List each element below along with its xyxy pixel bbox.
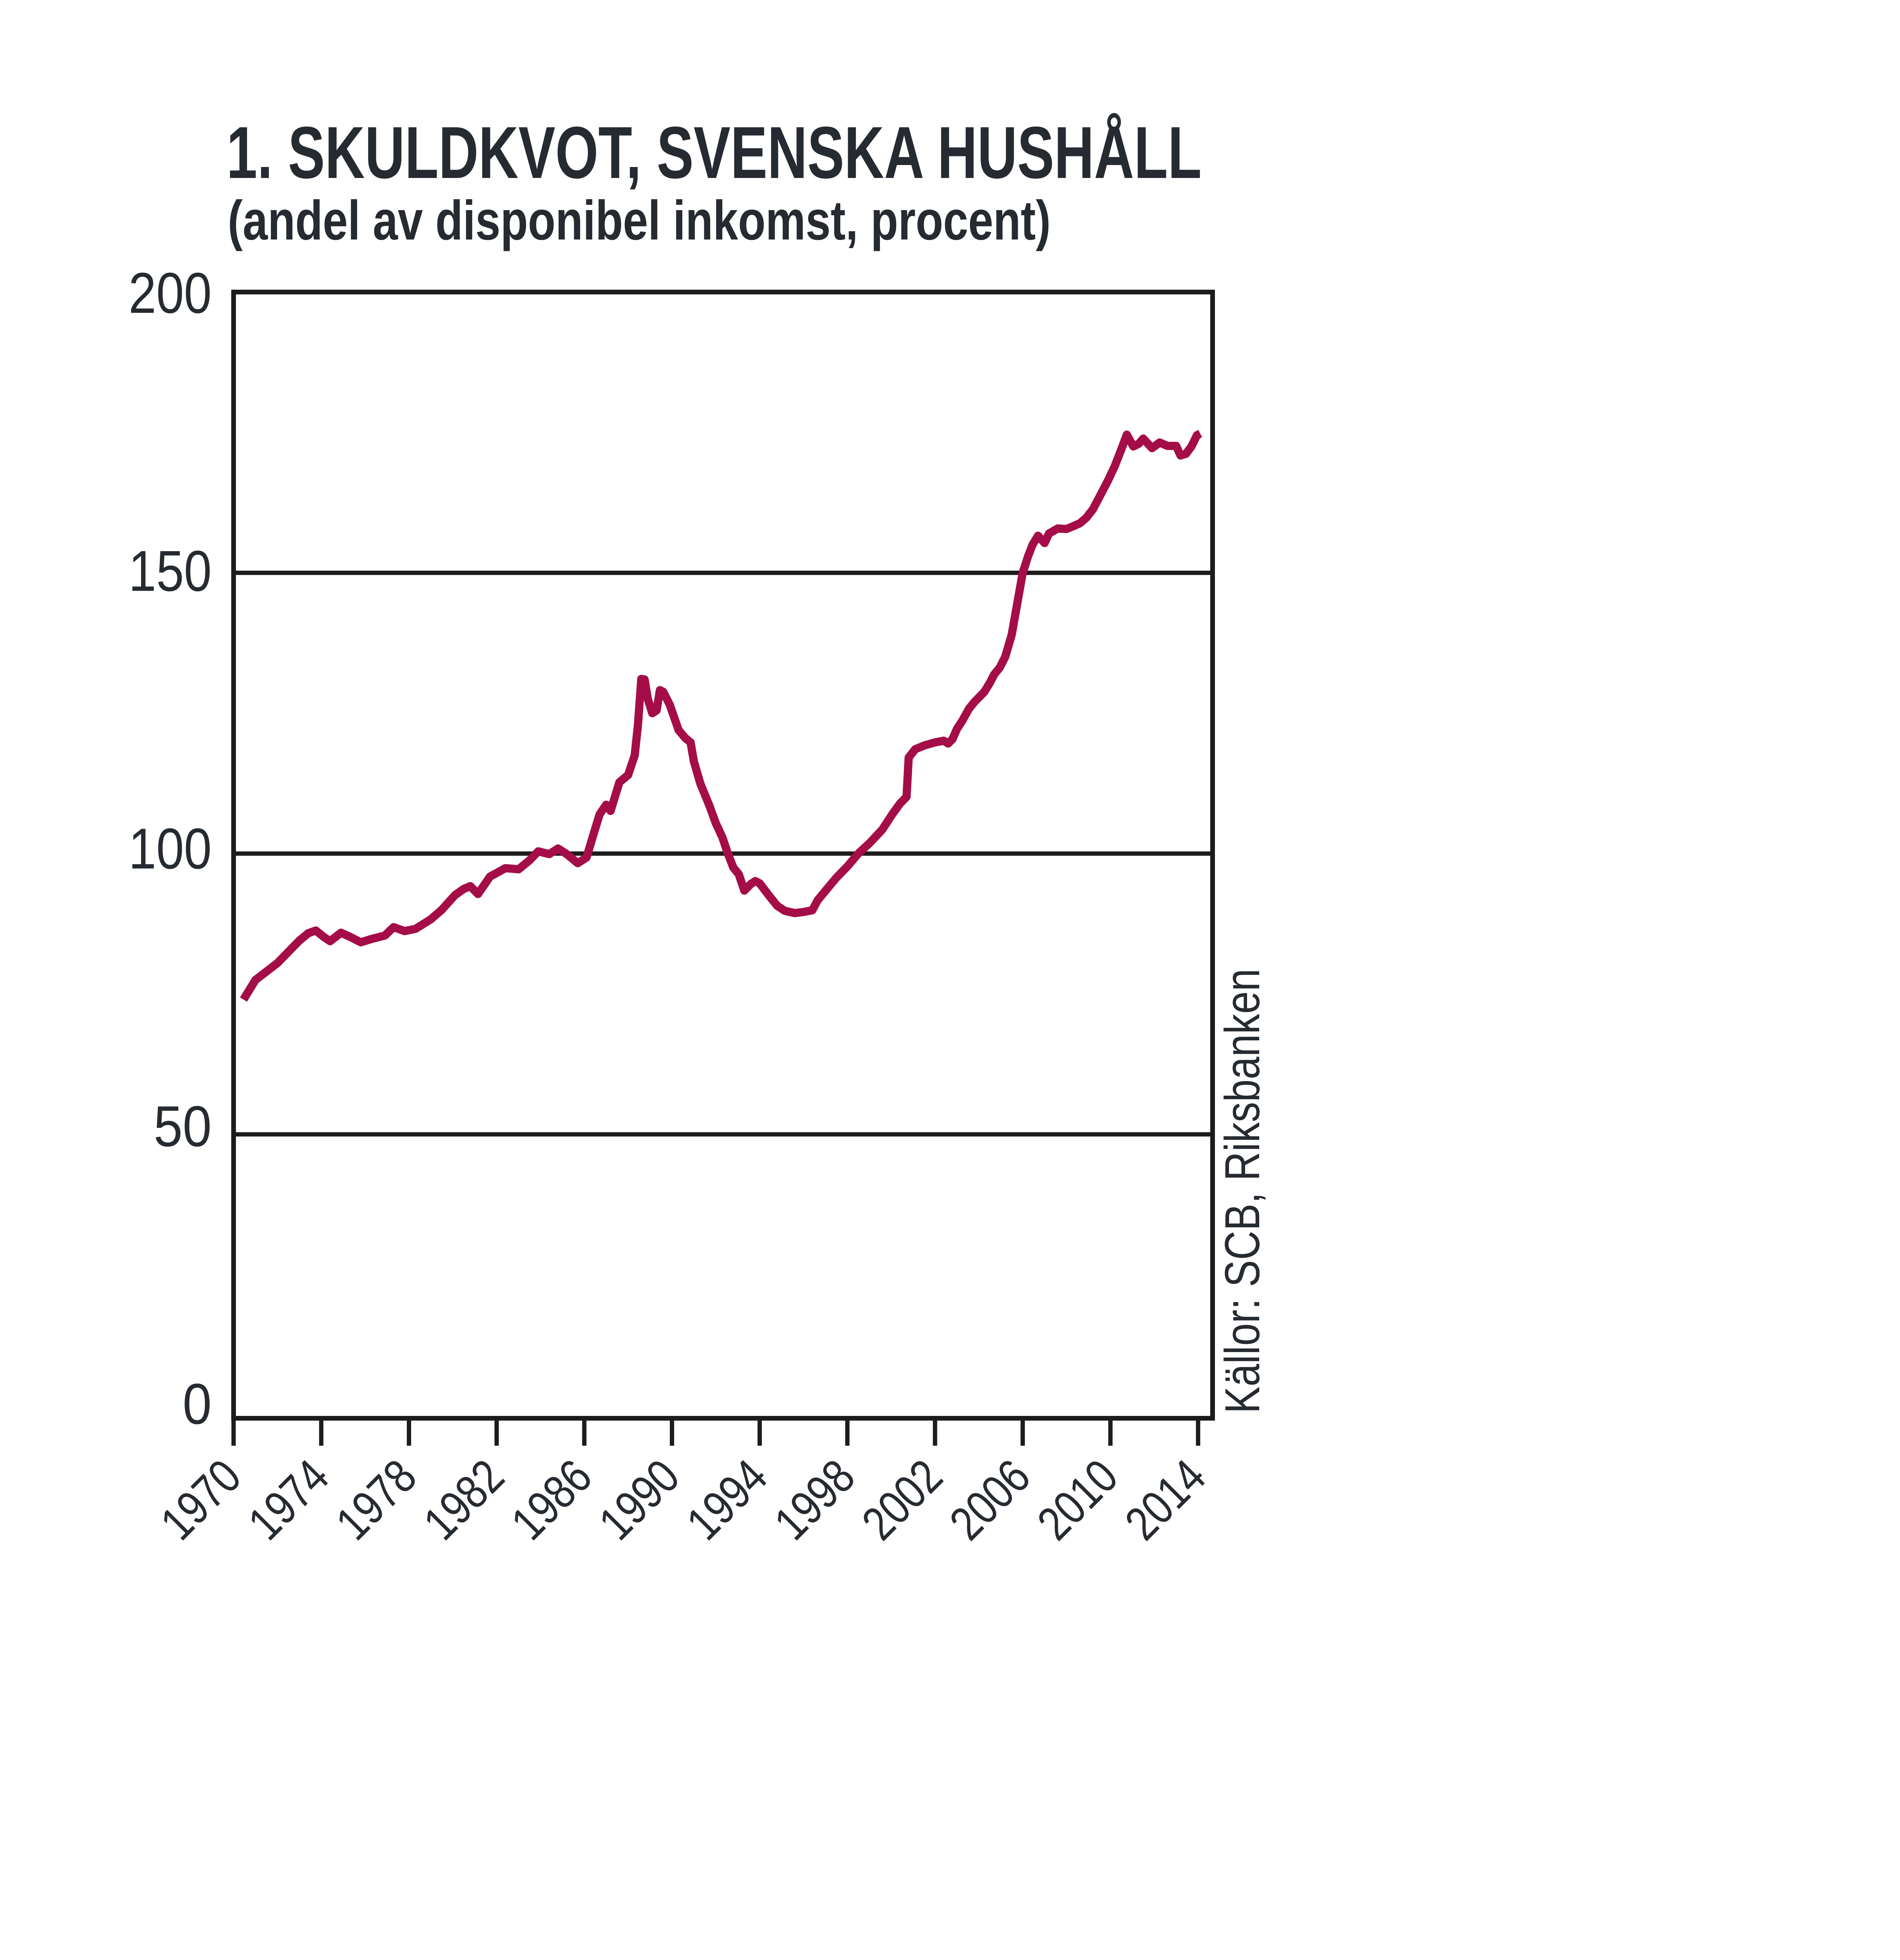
svg-text:150: 150 bbox=[129, 539, 212, 603]
svg-text:50: 50 bbox=[154, 1094, 212, 1159]
svg-text:(andel av disponibel inkomst,: (andel av disponibel inkomst, procent) bbox=[228, 189, 1051, 252]
svg-text:1. SKULDKVOT, SVENSKA HUSHÅLL: 1. SKULDKVOT, SVENSKA HUSHÅLL bbox=[227, 111, 1202, 194]
svg-text:200: 200 bbox=[129, 261, 212, 325]
svg-text:0: 0 bbox=[183, 1372, 212, 1436]
svg-text:100: 100 bbox=[129, 817, 212, 881]
svg-text:Källor: SCB, Riksbanken: Källor: SCB, Riksbanken bbox=[1215, 969, 1270, 1414]
